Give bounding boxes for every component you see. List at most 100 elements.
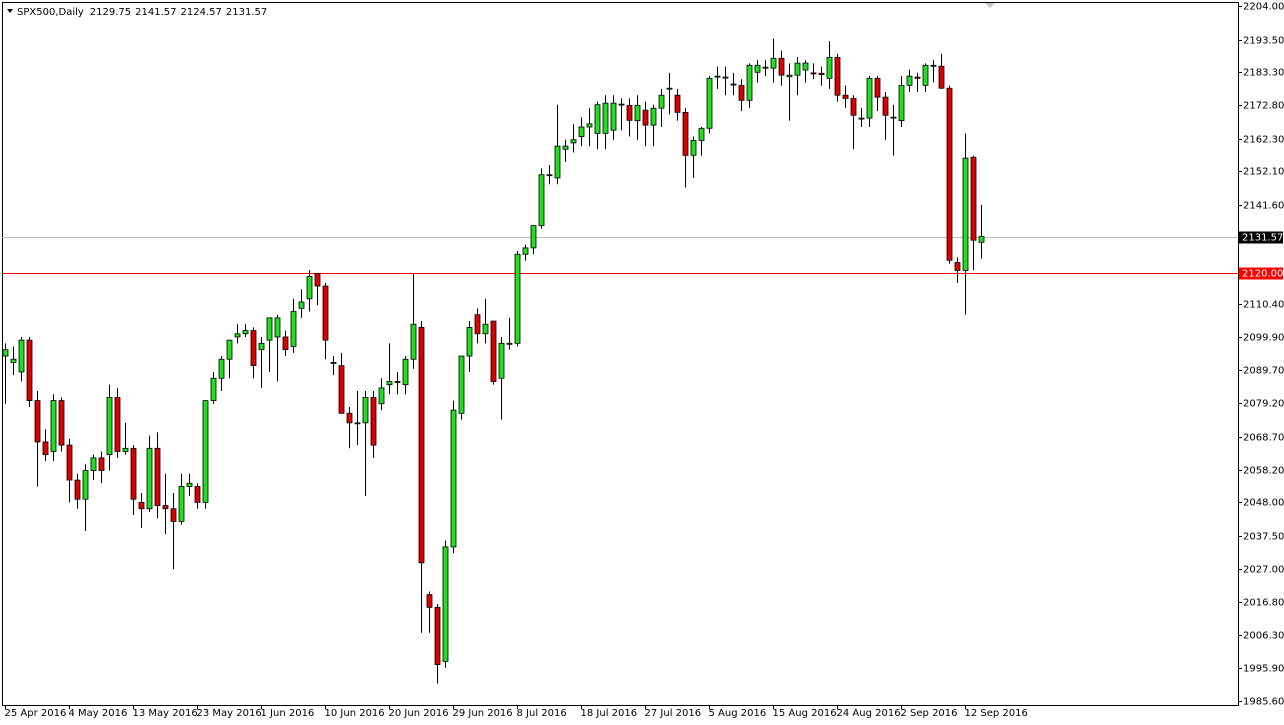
candle-body (618, 103, 625, 106)
candle-body (762, 66, 769, 69)
candle-body (938, 65, 945, 89)
y-tick-label: 2016.80 (1243, 598, 1284, 609)
y-tick-label: 2193.50 (1243, 36, 1284, 47)
x-tick-label: 5 Aug 2016 (709, 708, 767, 719)
candle-body (650, 107, 657, 126)
y-tick-label: 2079.20 (1243, 399, 1284, 410)
candle-body (730, 83, 737, 86)
x-tick-label: 15 Aug 2016 (773, 708, 837, 719)
candle-body (946, 87, 953, 261)
candle-body (306, 276, 313, 300)
candle-body (538, 174, 545, 227)
candle-body (138, 501, 145, 510)
y-tick-label: 2162.30 (1243, 135, 1284, 146)
candle-body (98, 457, 105, 471)
candle-body (786, 74, 793, 78)
candle-body (706, 77, 713, 129)
candle-body (834, 56, 841, 96)
candle-body (882, 96, 889, 116)
candle-body (186, 482, 193, 487)
candle-body (282, 336, 289, 351)
candle-body (298, 301, 305, 309)
candle-body (26, 339, 33, 401)
y-tick-label: 2204.00 (1243, 2, 1284, 13)
candle-body (274, 317, 281, 338)
candle-body (234, 333, 241, 338)
candle-body (434, 606, 441, 666)
candle-body (442, 546, 449, 662)
candle-body (2, 349, 9, 357)
candle-body (90, 457, 97, 471)
candle-body (162, 505, 169, 510)
chart-header: SPX500,Daily 2129.75 2141.57 2124.57 2131.57 (17, 7, 267, 18)
candle-body (394, 381, 401, 383)
candle-body (114, 396, 121, 452)
y-tick-label: 2058.20 (1243, 466, 1284, 477)
x-tick-label: 20 Jun 2016 (389, 708, 449, 719)
candle-body (866, 77, 873, 119)
candle-body (122, 447, 129, 452)
candle-body (178, 486, 185, 522)
candle-body (586, 123, 593, 128)
header-open: 2129.75 (90, 7, 131, 18)
candle-body (770, 57, 777, 69)
candle-body (338, 365, 345, 414)
candle-body (874, 77, 881, 98)
candle-body (498, 342, 505, 379)
y-tick-label: 1995.90 (1243, 664, 1284, 675)
candle-body (530, 225, 537, 249)
candle-body (930, 64, 937, 67)
level-label-box (1239, 267, 1283, 280)
candle-body (778, 57, 785, 76)
candle-body (410, 323, 417, 360)
y-tick-label: 2183.30 (1243, 68, 1284, 79)
price-label-box (1239, 231, 1283, 244)
candle-body (210, 377, 217, 401)
candle-body (962, 157, 969, 271)
candle-body (522, 247, 529, 255)
candle-body (802, 62, 809, 71)
x-tick-label: 23 May 2016 (197, 708, 262, 719)
candle-body (666, 87, 673, 90)
candle-body (554, 145, 561, 179)
y-tick-label: 2068.70 (1243, 433, 1284, 444)
candle-body (50, 400, 57, 452)
candle-body (714, 75, 721, 78)
candle-body (898, 84, 905, 122)
candle-body (314, 272, 321, 287)
candle-body (474, 314, 481, 335)
candle-body (130, 447, 137, 500)
candle-body (954, 262, 961, 271)
x-tick-label: 27 Jul 2016 (645, 708, 702, 719)
x-tick-label: 4 May 2016 (69, 708, 128, 719)
candle-body (482, 323, 489, 335)
menu-arrow (7, 9, 13, 13)
candle-body (738, 84, 745, 101)
y-tick-label: 2141.60 (1243, 201, 1284, 212)
candle-body (546, 174, 553, 177)
candle-body (250, 330, 257, 366)
candle-body (570, 139, 577, 144)
candle-body (346, 412, 353, 424)
candle-body (10, 358, 17, 363)
candle-body (170, 508, 177, 522)
candle-body (514, 253, 521, 344)
x-tick-label: 12 Sep 2016 (965, 708, 1028, 719)
candle-body (362, 396, 369, 424)
candle-body (602, 102, 609, 134)
candle-body (594, 104, 601, 134)
x-tick-label: 13 May 2016 (133, 708, 198, 719)
candle-body (466, 327, 473, 357)
level-label: 2120.00 (1242, 269, 1283, 280)
candle-body (450, 409, 457, 548)
candle-body (42, 441, 49, 456)
candle-body (258, 342, 265, 351)
candle-body (154, 447, 161, 506)
header-close: 2131.57 (226, 7, 267, 18)
candle-body (242, 330, 249, 335)
candle-body (354, 422, 361, 425)
candle-body (18, 339, 25, 373)
candle-body (402, 358, 409, 386)
candle-body (330, 362, 337, 364)
